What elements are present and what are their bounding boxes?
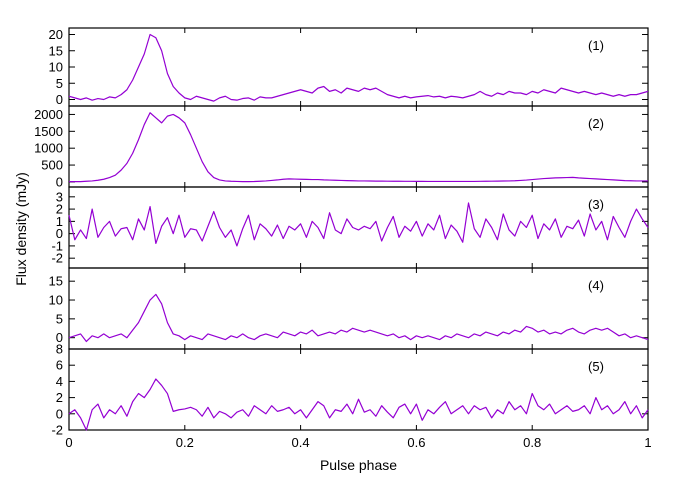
y-tick-label: 1000	[34, 141, 63, 156]
y-tick-label: 8	[56, 342, 63, 357]
series-line-panel-1	[68, 33, 649, 102]
y-tick-label: 4	[56, 374, 63, 389]
panel-frame	[68, 267, 649, 350]
y-tick-label: 500	[41, 158, 63, 173]
series-line-panel-3	[68, 202, 649, 247]
y-tick-label: 1500	[34, 124, 63, 139]
panel-frame	[68, 27, 649, 107]
y-tick-label: 0	[56, 330, 63, 345]
panel-label: (3)	[588, 197, 604, 212]
series-line-panel-5	[68, 378, 649, 431]
panel-label: (2)	[588, 116, 604, 131]
y-tick-label: 2000	[34, 107, 63, 122]
y-tick-label: 10	[49, 293, 63, 308]
x-tick-label: 0.6	[407, 435, 425, 450]
y-tick-label: 0	[56, 406, 63, 421]
y-tick-label: 15	[49, 274, 63, 289]
x-tick-label: 1	[644, 435, 651, 450]
y-tick-label: 0	[56, 226, 63, 241]
panel-4: 0 5 10 15 (4)	[49, 267, 649, 350]
y-tick-label: 20	[49, 27, 63, 42]
series-line-panel-2	[69, 112, 648, 183]
y-tick-label: -1	[51, 238, 63, 253]
x-tick-label: 0.2	[176, 435, 194, 450]
panel-label: (1)	[588, 38, 604, 53]
x-tick-label: 0	[65, 435, 72, 450]
y-tick-label: 1	[56, 214, 63, 229]
chart-panels: 05101520(1)0500100015002000(2)-2-10123(3…	[34, 27, 649, 438]
panel-label: (4)	[588, 278, 604, 293]
panel-frame	[68, 348, 649, 431]
panel-label: (5)	[588, 359, 604, 374]
y-tick-label: 15	[49, 43, 63, 58]
x-tick-label: 0.8	[523, 435, 541, 450]
y-tick-label: -2	[51, 423, 63, 438]
y-tick-label: 3	[56, 189, 63, 204]
x-tick-label: 0.4	[292, 435, 310, 450]
y-tick-label: 0	[56, 92, 63, 107]
x-axis-title: Pulse phase	[320, 457, 397, 473]
y-tick-label: 2	[56, 390, 63, 405]
y-tick-label: 10	[49, 60, 63, 75]
y-tick-label: 0	[56, 174, 63, 189]
x-axis: 0 0.2 0.4 0.6 0.8 1	[65, 435, 651, 450]
y-tick-label: 5	[56, 311, 63, 326]
series-line-panel-4	[68, 293, 649, 343]
y-tick-label: 6	[56, 358, 63, 373]
panel-frame	[68, 186, 649, 269]
y-tick-label: 5	[56, 76, 63, 91]
y-tick-label: -2	[51, 251, 63, 266]
y-tick-label: 2	[56, 202, 63, 217]
y-axis-title: Flux density (mJy)	[13, 172, 29, 286]
